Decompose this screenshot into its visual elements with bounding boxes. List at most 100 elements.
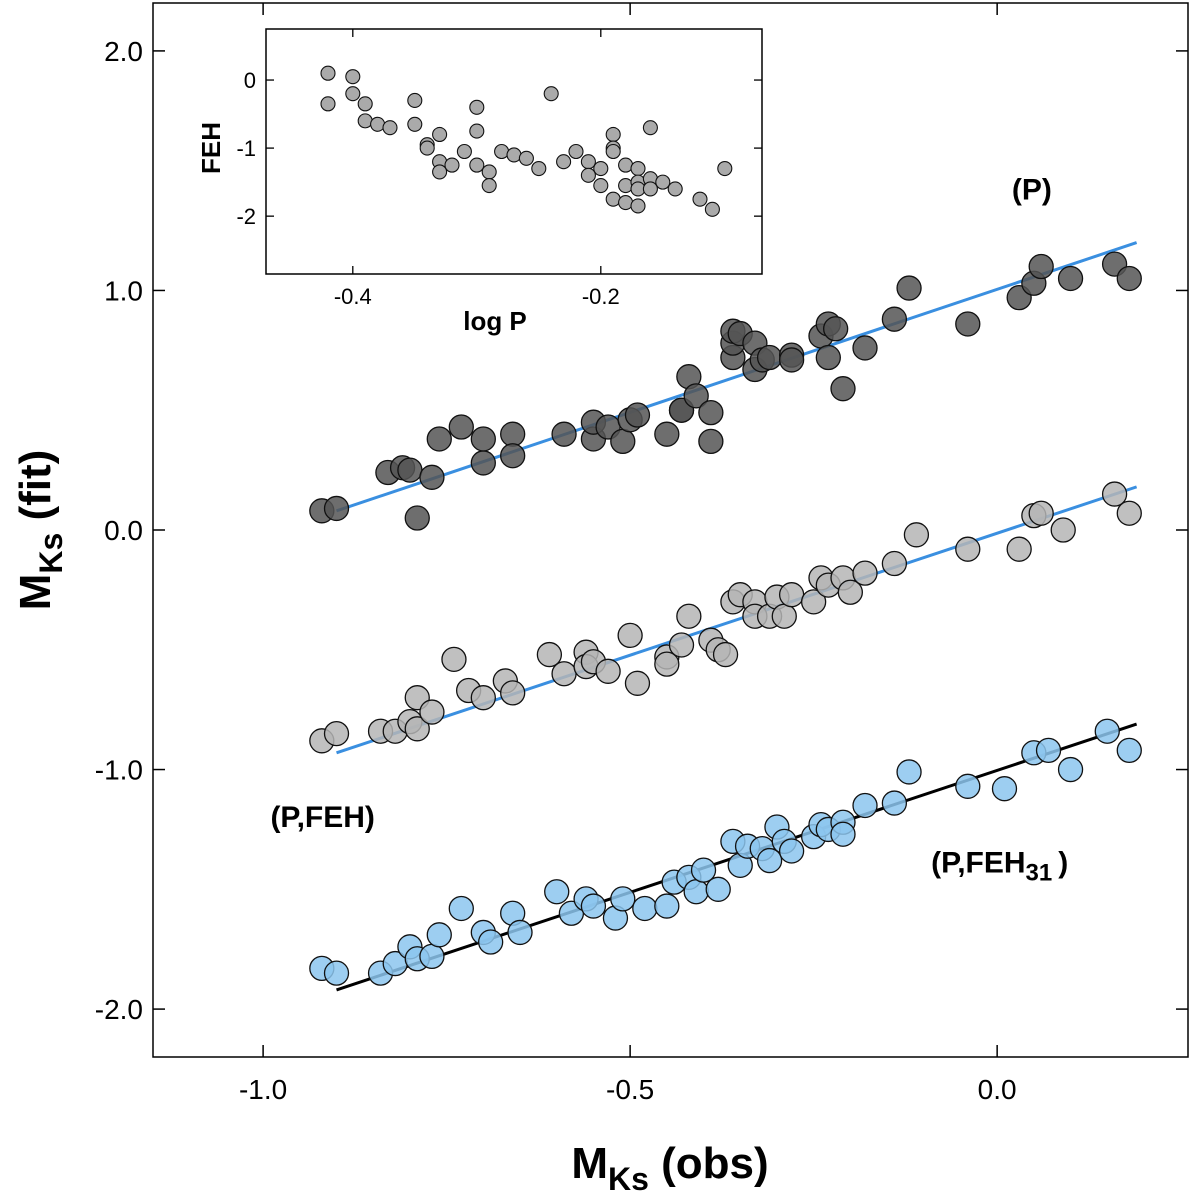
inset-point xyxy=(556,154,572,170)
series-pfeh31-point xyxy=(1035,737,1062,764)
inset-x-axis-title: log P xyxy=(463,306,527,336)
series-p-point xyxy=(830,376,856,402)
inset-point xyxy=(618,157,634,173)
inset-x-tick-label: -0.4 xyxy=(334,284,372,309)
series-pfeh-point xyxy=(441,646,467,673)
series-pfeh-point xyxy=(419,699,445,725)
series-p-point xyxy=(419,464,445,490)
x-tick-label: -0.5 xyxy=(606,1074,654,1105)
inset-axis-ticks: -0.4 -0.2 -2 -1 0 xyxy=(236,29,762,309)
series-pfeh-point xyxy=(500,680,526,706)
series-p-point xyxy=(500,421,526,447)
inset-point xyxy=(469,99,485,115)
series-pfeh31-point xyxy=(705,876,731,902)
series-p-point xyxy=(470,450,496,476)
series-p-point xyxy=(823,316,849,342)
inset-point xyxy=(580,154,596,170)
inset-y-tick-label: -2 xyxy=(236,204,256,229)
series-pfeh-point xyxy=(1116,500,1142,526)
inset-point xyxy=(704,201,720,217)
series-p-point xyxy=(1116,265,1142,292)
inset-point xyxy=(593,177,609,194)
series-p-point xyxy=(323,495,350,522)
series-pfeh31-point xyxy=(830,821,856,847)
series-pfeh-point xyxy=(903,522,930,548)
series-p-point xyxy=(448,414,474,440)
inset-point xyxy=(568,143,584,160)
series-pfeh31-point xyxy=(955,773,981,799)
series-pfeh31-point xyxy=(426,922,452,948)
inset-data-points xyxy=(320,65,733,217)
inset-point xyxy=(469,157,485,173)
inset-point xyxy=(518,150,534,166)
series-pfeh-point xyxy=(771,603,797,629)
series-pfeh31-point xyxy=(544,879,570,905)
series-pfeh-point xyxy=(617,622,643,649)
series-pfeh-point xyxy=(800,589,827,615)
y-axis-title-subscript: Ks xyxy=(33,533,69,574)
series-pfeh-point xyxy=(551,661,577,687)
x-axis-title-suffix: (obs) xyxy=(649,1139,769,1188)
inset-point xyxy=(382,120,398,136)
inset-point xyxy=(320,65,336,81)
series-pfeh31-point xyxy=(1094,718,1120,744)
inset-y-axis-title: FEH xyxy=(196,122,226,174)
series-p-point xyxy=(756,344,783,371)
inset-point xyxy=(481,177,497,194)
y-axis-title-suffix: (fit) xyxy=(11,450,60,533)
series-pfeh31-point xyxy=(580,893,607,919)
annotation-p: (P) xyxy=(1012,173,1052,206)
inset-point xyxy=(630,198,646,214)
series-p-point xyxy=(1057,265,1084,292)
y-tick-label: -2.0 xyxy=(95,994,143,1025)
y-axis-title-main: M xyxy=(11,574,60,611)
series-p-point xyxy=(852,335,878,361)
series-p-point xyxy=(470,426,496,452)
series-pfeh-point xyxy=(1006,536,1032,562)
annotation-p-feh31: (P,FEH31) xyxy=(931,847,1068,887)
inset-point xyxy=(605,191,621,207)
series-p-point xyxy=(404,505,430,531)
series-pfeh-fit-line xyxy=(336,485,1138,755)
series-pfeh31-point xyxy=(632,895,658,922)
inset-point xyxy=(419,140,435,156)
series-pfeh31-point xyxy=(419,943,445,970)
inset-point xyxy=(345,69,361,85)
inset-point xyxy=(370,116,386,132)
inset-point xyxy=(667,181,683,197)
series-pfeh31-point xyxy=(448,895,474,922)
inset-point xyxy=(494,143,510,160)
main-axis-ticks: -1.0 -0.5 0.0 -2.0 -1.0 0.0 1.0 2.0 xyxy=(95,3,1188,1105)
inset-point xyxy=(531,160,547,177)
inset-point xyxy=(642,120,658,136)
series-pfeh-point xyxy=(654,651,680,677)
series-pfeh31-point xyxy=(683,879,709,905)
series-pfeh-point xyxy=(778,582,805,608)
series-pfeh31-point xyxy=(690,857,717,883)
series-p-point xyxy=(624,402,651,428)
inset-point xyxy=(655,174,671,190)
inset-y-tick-label: -1 xyxy=(236,136,256,161)
inset-point xyxy=(717,160,733,177)
series-p-fit-line xyxy=(336,241,1138,513)
series-pfeh-point xyxy=(624,670,651,696)
inset-point xyxy=(345,86,361,102)
series-pfeh31-point xyxy=(654,893,680,919)
series-p-point xyxy=(610,428,636,455)
inset-point xyxy=(432,164,448,180)
inset-point xyxy=(444,157,460,173)
series-pfeh-point xyxy=(712,641,739,668)
series-p-point xyxy=(881,306,908,332)
inset-point xyxy=(469,123,485,139)
x-axis-title-main: M xyxy=(571,1139,608,1188)
inset-plot-frame xyxy=(265,28,763,275)
annotation-p-feh31-subscript: 31 xyxy=(1026,860,1053,887)
inset-point xyxy=(642,181,658,197)
inset-point xyxy=(456,143,472,160)
inset-point xyxy=(605,126,621,143)
series-p-point xyxy=(1028,253,1054,280)
x-axis-title-subscript: Ks xyxy=(608,1161,649,1197)
series-pfeh31-point xyxy=(896,759,922,785)
y-tick-label: 2.0 xyxy=(104,36,143,67)
